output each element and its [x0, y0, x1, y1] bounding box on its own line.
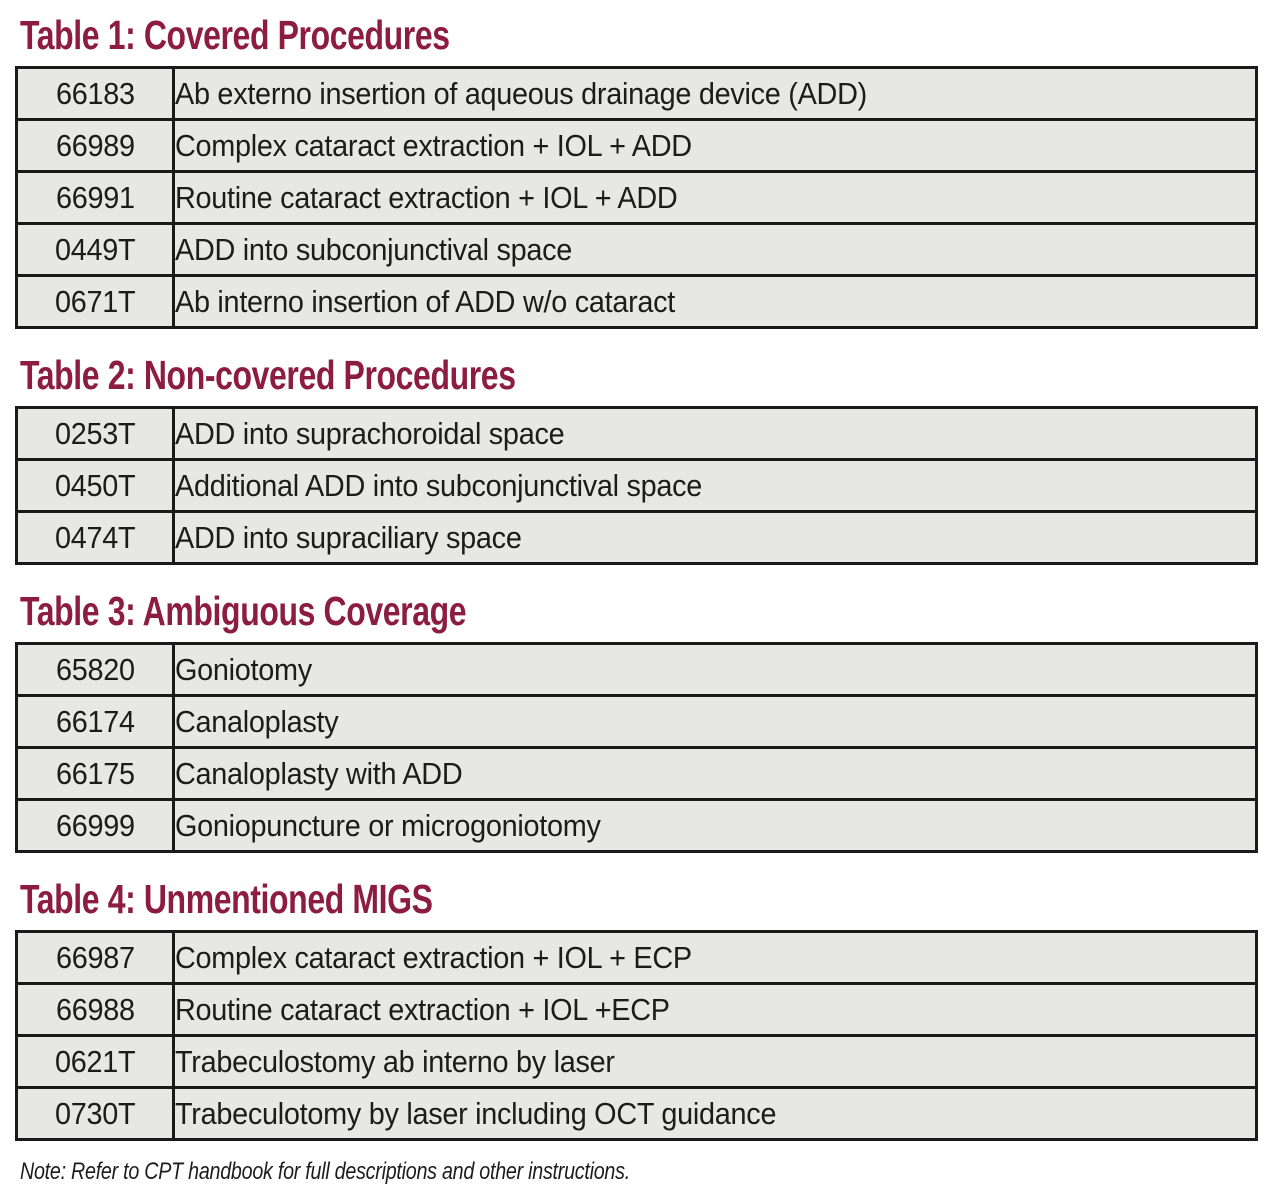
cpt-code-cell: 0474T [15, 510, 175, 566]
cpt-code-cell: 66991 [15, 170, 175, 226]
cpt-code-cell: 0253T [15, 406, 175, 462]
procedure-description-cell: Goniotomy [172, 642, 1258, 698]
cpt-code: 66999 [55, 808, 135, 844]
procedure-description-cell: Complex cataract extraction + IOL + ADD [172, 118, 1258, 174]
procedure-description: Trabeculostomy ab interno by laser [175, 1044, 616, 1080]
procedure-description: ADD into suprachoroidal space [175, 416, 565, 452]
cpt-code: 66989 [55, 128, 135, 164]
procedure-description: Goniopuncture or microgoniotomy [175, 808, 601, 844]
cpt-code-cell: 66999 [15, 798, 175, 854]
procedure-description-cell: Ab externo insertion of aqueous drainage… [172, 66, 1258, 122]
procedure-description-cell: Additional ADD into subconjunctival spac… [172, 458, 1258, 514]
table-row: 66989 Complex cataract extraction + IOL +… [15, 118, 1258, 174]
table-row: 66174 Canaloplasty [15, 694, 1258, 750]
procedure-description: Canaloplasty with ADD [175, 756, 463, 792]
table-1-title-text: Table 1: Covered Procedures [20, 12, 450, 58]
cpt-code: 0449T [54, 232, 136, 268]
procedure-description: Routine cataract extraction + IOL + ADD [175, 180, 678, 216]
cpt-code: 0450T [54, 468, 136, 504]
procedure-description: Complex cataract extraction + IOL + ADD [175, 128, 693, 164]
table-row: 0671T Ab interno insertion of ADD w/o cat… [15, 274, 1258, 330]
table-row: 0474T ADD into supraciliary space [15, 510, 1258, 566]
cpt-code: 0730T [54, 1096, 136, 1132]
table-row: 0730T Trabeculotomy by laser including OC… [15, 1086, 1258, 1142]
table-row: 0450T Additional ADD into subconjunctival… [15, 458, 1258, 514]
cpt-code-cell: 66989 [15, 118, 175, 174]
table-4-title-text: Table 4: Unmentioned MIGS [20, 876, 433, 923]
table-3-title-text: Table 3: Ambiguous Coverage [20, 588, 467, 635]
cpt-code-cell: 66175 [15, 746, 175, 802]
procedure-description: Ab interno insertion of ADD w/o cataract [175, 284, 676, 320]
cpt-code-cell: 65820 [15, 642, 175, 698]
cpt-code: 0253T [54, 416, 136, 452]
procedure-description-cell: Goniopuncture or microgoniotomy [172, 798, 1258, 854]
cpt-code: 65820 [55, 652, 135, 688]
procedure-description: Canaloplasty [175, 704, 339, 740]
cpt-code-cell: 66183 [15, 66, 175, 122]
cpt-code: 66987 [55, 940, 135, 976]
cpt-code-cell: 0450T [15, 458, 175, 514]
table-3-title: Table 3: Ambiguous Coverage [20, 590, 1258, 633]
table-row: 0621T Trabeculostomy ab interno by laser [15, 1034, 1258, 1090]
table-2-title-text: Table 2: Non-covered Procedures [20, 352, 516, 399]
table-row: 66991 Routine cataract extraction + IOL +… [15, 170, 1258, 226]
cpt-code: 66988 [55, 992, 135, 1028]
unmentioned-migs-table: 66987 Complex cataract extraction + IOL +… [15, 930, 1258, 1142]
procedure-description: ADD into subconjunctival space [175, 232, 573, 268]
cpt-code-cell: 0671T [15, 274, 175, 330]
non-covered-procedures-table: 0253T ADD into suprachoroidal space 0450T A… [15, 406, 1258, 566]
cpt-code: 66183 [55, 76, 135, 112]
procedure-description-cell: ADD into supraciliary space [172, 510, 1258, 566]
cpt-code: 0621T [54, 1044, 136, 1080]
table-2-title: Table 2: Non-covered Procedures [20, 352, 1258, 399]
procedure-description: ADD into supraciliary space [175, 520, 522, 556]
procedure-description-cell: Canaloplasty [172, 694, 1258, 750]
table-row: 66999 Goniopuncture or microgoniotomy [15, 798, 1258, 854]
procedure-description-cell: Routine cataract extraction + IOL +ECP [172, 982, 1258, 1038]
table-4-title: Table 4: Unmentioned MIGS [20, 878, 1258, 921]
cpt-code: 0671T [54, 284, 136, 320]
cpt-code-cell: 0621T [15, 1034, 175, 1090]
cpt-code-cell: 0730T [15, 1086, 175, 1142]
procedure-description: Goniotomy [175, 652, 313, 688]
table-row: 65820 Goniotomy [15, 642, 1258, 698]
table-row: 66175 Canaloplasty with ADD [15, 746, 1258, 802]
procedure-description-cell: ADD into suprachoroidal space [172, 406, 1258, 462]
cpt-code-cell: 66987 [15, 930, 175, 986]
cpt-code-cell: 66988 [15, 982, 175, 1038]
covered-procedures-table: 66183 Ab externo insertion of aqueous dra… [15, 66, 1258, 330]
table-row: 66183 Ab externo insertion of aqueous dra… [15, 66, 1258, 122]
procedure-description-cell: Routine cataract extraction + IOL + ADD [172, 170, 1258, 226]
cpt-code-cell: 0449T [15, 222, 175, 278]
table-1-title: Table 1: Covered Procedures [20, 12, 1258, 58]
procedure-description: Additional ADD into subconjunctival spac… [175, 468, 703, 504]
procedure-description-cell: Complex cataract extraction + IOL + ECP [172, 930, 1258, 986]
procedure-description: Complex cataract extraction + IOL + ECP [175, 940, 693, 976]
table-row: 66988 Routine cataract extraction + IOL +… [15, 982, 1258, 1038]
procedure-description-cell: Trabeculostomy ab interno by laser [172, 1034, 1258, 1090]
cpt-code: 66175 [55, 756, 135, 792]
cpt-code: 0474T [54, 520, 136, 556]
procedure-description-cell: Ab interno insertion of ADD w/o cataract [172, 274, 1258, 330]
table-row: 0253T ADD into suprachoroidal space [15, 406, 1258, 462]
table-row: 0449T ADD into subconjunctival space [15, 222, 1258, 278]
procedure-description: Routine cataract extraction + IOL +ECP [175, 992, 670, 1028]
cpt-code-cell: 66174 [15, 694, 175, 750]
procedure-description-cell: Canaloplasty with ADD [172, 746, 1258, 802]
procedure-description: Ab externo insertion of aqueous drainage… [175, 76, 868, 112]
procedure-description: Trabeculotomy by laser including OCT gui… [175, 1096, 777, 1132]
procedure-description-cell: ADD into subconjunctival space [172, 222, 1258, 278]
ambiguous-coverage-table: 65820 Goniotomy 66174 Canaloplasty 66175 Cana… [15, 642, 1258, 854]
cpt-handbook-note-text: Note: Refer to CPT handbook for full des… [20, 1158, 630, 1186]
procedure-description-cell: Trabeculotomy by laser including OCT gui… [172, 1086, 1258, 1142]
cpt-handbook-note: Note: Refer to CPT handbook for full des… [20, 1158, 1258, 1186]
table-row: 66987 Complex cataract extraction + IOL +… [15, 930, 1258, 986]
cpt-code: 66991 [55, 180, 135, 216]
cpt-code: 66174 [55, 704, 135, 740]
